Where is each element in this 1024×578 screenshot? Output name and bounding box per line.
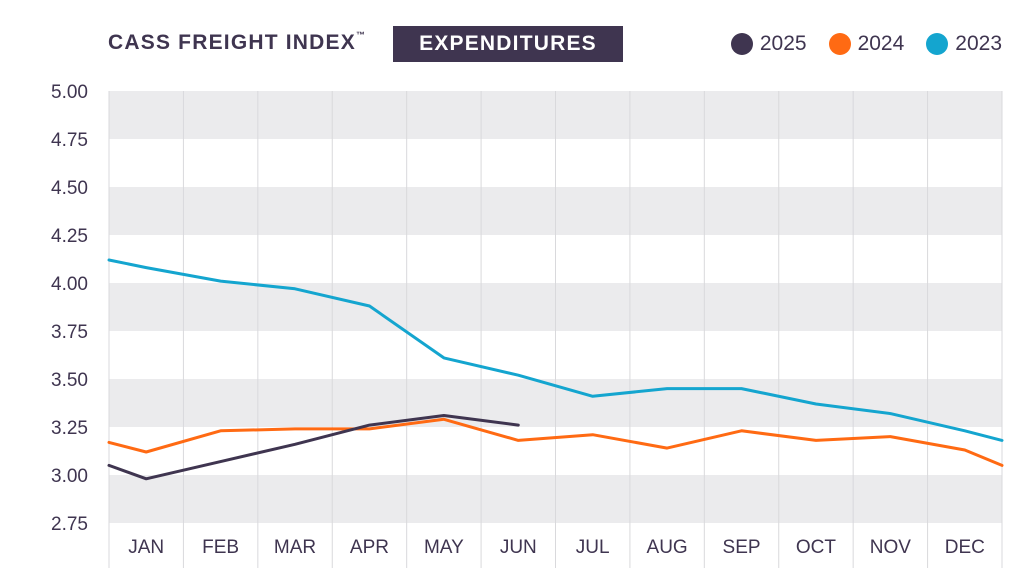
y-tick-label: 2.75	[51, 514, 88, 535]
chart-subtitle-badge: EXPENDITURES	[393, 26, 623, 62]
y-tick-label: 3.25	[51, 418, 88, 439]
y-tick-label: 4.25	[51, 226, 88, 247]
legend-label-2025: 2025	[759, 32, 807, 55]
y-tick-label: 4.50	[51, 178, 88, 199]
legend-marker-2023	[926, 33, 949, 55]
vertical-gridlines	[108, 91, 1003, 568]
x-tick-label: JUL	[576, 537, 610, 558]
y-tick-label: 3.00	[51, 466, 88, 487]
x-tick-label: APR	[350, 537, 389, 558]
y-tick-label: 3.75	[51, 322, 88, 343]
legend-marker-2025	[730, 33, 753, 55]
series-line-2024	[107, 417, 1004, 467]
x-axis-ticks: JAN FEB MAR APR MAY JUN JUL AUG SEP OCT NOV DEC	[128, 537, 985, 558]
legend: 2025 2024 2023	[709, 32, 1002, 56]
legend-label-2024: 2024	[857, 32, 905, 55]
chart-title-text: CASS FREIGHT INDEX	[108, 31, 356, 54]
series-line-2025	[107, 414, 520, 481]
legend-item-2024: 2024	[828, 32, 905, 56]
chart-header: CASS FREIGHT INDEX™ EXPENDITURES 2025 20…	[0, 0, 1024, 80]
legend-label-2023: 2023	[955, 32, 1002, 55]
legend-marker-2024	[828, 33, 851, 55]
chart-subtitle-text: EXPENDITURES	[419, 32, 597, 55]
x-tick-label: DEC	[945, 537, 985, 558]
x-tick-label: JUN	[500, 537, 537, 558]
x-tick-label: JAN	[128, 537, 164, 558]
legend-item-2025: 2025	[730, 32, 807, 56]
x-tick-label: MAY	[424, 537, 464, 558]
y-tick-label: 3.50	[51, 370, 88, 391]
x-tick-label: SEP	[723, 537, 761, 558]
x-tick-label: MAR	[274, 537, 316, 558]
y-tick-label: 4.00	[51, 274, 88, 295]
chart-title: CASS FREIGHT INDEX™	[108, 30, 365, 55]
legend-item-2023: 2023	[926, 32, 1002, 56]
y-tick-label: 5.00	[51, 82, 88, 103]
x-tick-label: NOV	[870, 537, 912, 558]
x-tick-label: AUG	[647, 537, 688, 558]
y-tick-label: 4.75	[51, 130, 88, 151]
y-axis-ticks: 5.00 4.75 4.50 4.25 4.00 3.75 3.50 3.25 3.00 2.75	[51, 82, 88, 535]
trademark-symbol: ™	[355, 30, 365, 40]
x-tick-label: OCT	[796, 537, 837, 558]
x-tick-label: FEB	[202, 537, 239, 558]
series-lines	[107, 258, 1004, 481]
series-line-2023	[107, 258, 1004, 442]
